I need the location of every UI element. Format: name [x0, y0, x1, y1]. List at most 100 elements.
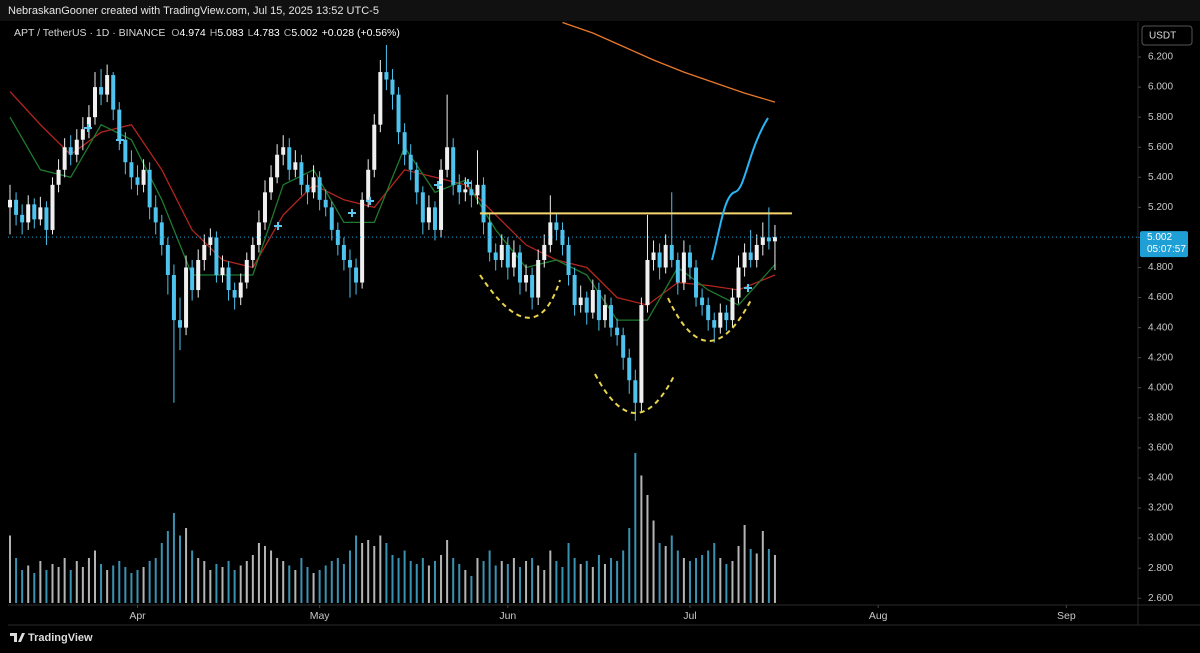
volume-bar: [761, 531, 764, 603]
volume-bar: [106, 570, 109, 603]
volume-bar: [488, 550, 491, 603]
candle-body: [530, 275, 535, 298]
volume-bar: [87, 558, 90, 603]
volume-bar: [75, 561, 78, 603]
x-tick-label: Jul: [683, 610, 696, 622]
candle-body: [469, 189, 474, 196]
volume-bar: [682, 558, 685, 603]
volume-bar: [743, 525, 746, 603]
volume-bar: [773, 555, 776, 603]
volume-bar: [525, 561, 528, 603]
candle-body: [615, 327, 620, 336]
countdown: 05:07:57: [1147, 244, 1186, 255]
candle-body: [669, 244, 674, 260]
volume-bar: [221, 567, 224, 603]
candle-body: [177, 320, 182, 328]
y-tick-label: 4.400: [1148, 322, 1173, 333]
volume-bar: [421, 558, 424, 603]
y-tick-label: 4.800: [1148, 262, 1173, 273]
candle-body: [511, 252, 516, 268]
candle-body: [760, 237, 765, 245]
candle-body: [542, 244, 547, 260]
candle-body: [123, 139, 128, 163]
candle-body: [566, 244, 571, 276]
volume-bar: [215, 564, 218, 603]
candle-body: [275, 154, 280, 178]
candle-body: [590, 290, 595, 313]
x-tick-label: Sep: [1057, 610, 1076, 622]
currency-box[interactable]: [1141, 25, 1193, 46]
volume-bar: [579, 564, 582, 603]
candle-body: [505, 244, 510, 268]
candle-body: [26, 204, 31, 223]
candle-body: [226, 267, 231, 291]
candle-body: [232, 290, 237, 298]
candle-body: [62, 147, 67, 170]
candle-body: [766, 237, 771, 242]
volume-bar: [124, 567, 127, 603]
volume-bar: [355, 535, 358, 603]
volume-bar: [166, 531, 169, 603]
y-tick-label: 3.400: [1148, 473, 1173, 484]
moving-average: [562, 21, 776, 103]
volume-bar: [197, 558, 200, 603]
candle-body: [135, 177, 140, 185]
y-tick-label: 2.800: [1148, 563, 1173, 574]
volume-bar: [695, 558, 698, 603]
candle-body: [451, 147, 456, 185]
last-price: 5.002: [1147, 232, 1172, 243]
volume-bar: [640, 475, 643, 603]
volume-bar: [136, 570, 139, 603]
candle-body: [384, 72, 389, 80]
volume-bar: [154, 558, 157, 603]
volume-bar: [27, 565, 30, 603]
candle-body: [244, 259, 249, 283]
volume-bar: [373, 546, 376, 603]
volume-bar: [312, 573, 315, 603]
volume-bar: [306, 567, 309, 603]
candle-body: [105, 75, 110, 95]
y-tick-label: 3.000: [1148, 533, 1173, 544]
volume-bar: [51, 564, 54, 603]
candle-body: [341, 244, 346, 260]
candle-body: [269, 177, 274, 193]
candle-body: [165, 244, 170, 276]
ohlc-value: 4.783: [254, 27, 280, 39]
candle-body: [639, 305, 644, 403]
volume-bar: [33, 573, 36, 603]
volume-bar: [330, 561, 333, 603]
volume-bar: [209, 570, 212, 603]
candle-body: [517, 252, 522, 283]
volume-bar: [367, 540, 370, 603]
volume-bar: [749, 549, 752, 603]
candle-body: [80, 129, 85, 140]
volume-bar: [270, 550, 273, 603]
candle-body: [651, 252, 656, 260]
candle-body: [481, 184, 486, 223]
candle-body: [584, 297, 589, 313]
volume-bar: [622, 550, 625, 603]
volume-bar: [178, 535, 181, 603]
volume-bar: [336, 558, 339, 603]
volume-bar: [458, 564, 461, 603]
candle-body: [572, 275, 577, 306]
volume-bar: [191, 550, 194, 603]
signal-markers: [84, 124, 752, 292]
candle-body: [147, 169, 152, 208]
candle-body: [129, 162, 134, 178]
candle-body: [402, 132, 407, 155]
logo: [10, 633, 25, 642]
candle-body: [536, 259, 541, 298]
volume-bar: [245, 561, 248, 603]
volume-bar: [427, 565, 430, 603]
candle-body: [360, 199, 365, 283]
volume-bar: [318, 570, 321, 603]
currency: USDT: [1149, 31, 1176, 42]
candle-body: [457, 184, 462, 193]
projection: [711, 117, 769, 261]
candle-body: [499, 244, 504, 260]
volume-bar: [664, 546, 667, 603]
volume-bar: [361, 543, 364, 603]
volume-bar: [433, 561, 436, 603]
